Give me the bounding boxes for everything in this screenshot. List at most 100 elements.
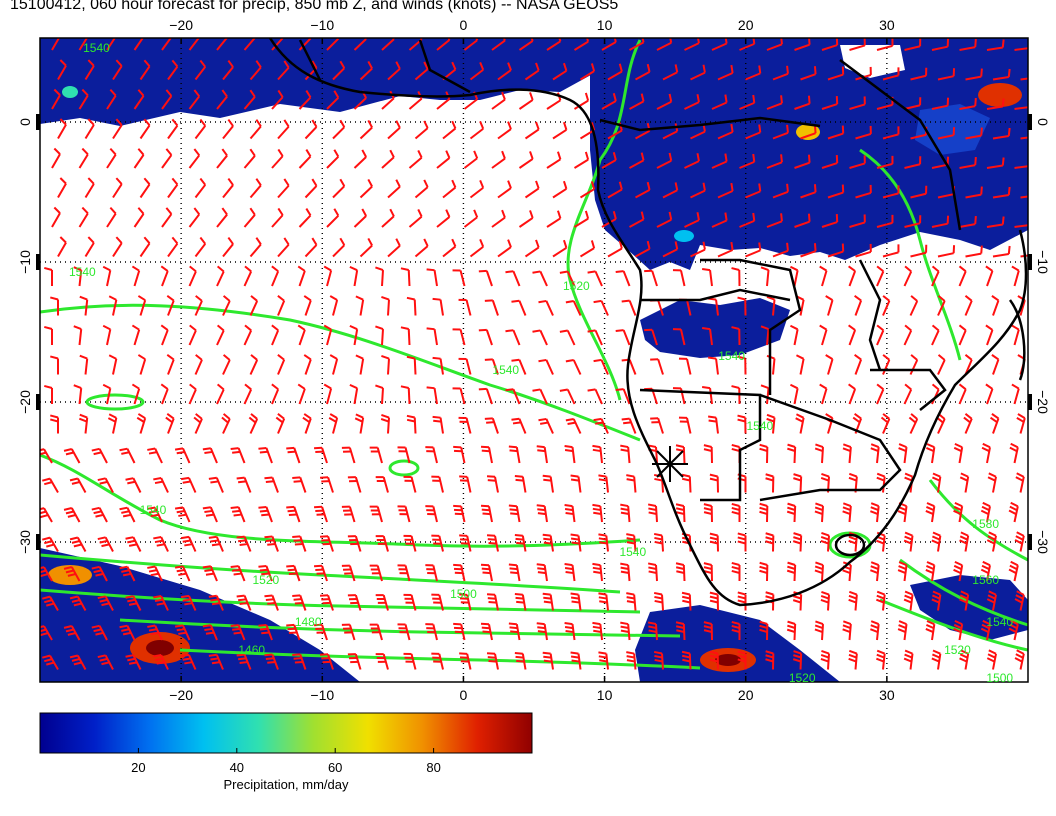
contour-line	[928, 479, 1028, 562]
wind-barb	[397, 623, 411, 641]
wind-barb	[615, 388, 631, 405]
wind-barb	[139, 118, 151, 140]
lon-tick-label-bottom: 10	[597, 687, 613, 703]
wind-barb	[991, 354, 1000, 375]
wind-barb	[108, 295, 118, 316]
wind-barb	[341, 623, 356, 641]
wind-barb	[931, 324, 940, 346]
wind-barb	[898, 443, 908, 464]
wind-barb	[787, 443, 797, 464]
wind-barb	[980, 501, 991, 523]
wind-barb	[992, 186, 1011, 199]
wind-barb	[1014, 590, 1025, 611]
wind-barb	[593, 358, 609, 375]
wind-barb	[731, 326, 741, 346]
wind-barb	[431, 534, 444, 552]
wind-barb	[353, 208, 367, 228]
wind-barb	[989, 413, 1000, 434]
wind-barb	[167, 236, 179, 258]
wind-barb	[870, 502, 880, 523]
lon-tick-label-top: 10	[597, 17, 613, 33]
wind-barb	[842, 502, 852, 523]
wind-barb	[406, 414, 417, 434]
wind-barb	[552, 121, 568, 140]
wind-barb	[709, 473, 719, 493]
wind-barb	[480, 622, 493, 641]
axes: −20 −20 −10 −10 0 0 10 10 20 20 30 30 0 0 −10 −10 −20 −20…	[17, 17, 1051, 703]
wind-barb	[653, 591, 664, 611]
wind-barb	[731, 385, 741, 405]
wind-barb	[314, 623, 328, 641]
wind-barb	[745, 65, 762, 81]
wind-barb	[297, 324, 306, 346]
wind-barb	[1020, 136, 1028, 140]
wind-barb	[243, 148, 256, 169]
contour-line	[899, 558, 1028, 627]
contour-label: 1540	[746, 419, 773, 433]
wind-barb	[131, 383, 141, 405]
precip-area	[635, 605, 840, 682]
wind-barb	[406, 296, 417, 316]
wind-barb	[486, 593, 499, 611]
wind-barb	[511, 299, 527, 316]
wind-barb	[842, 443, 852, 464]
wind-barb	[491, 209, 506, 228]
wind-barb	[855, 184, 872, 199]
wind-barb	[341, 446, 356, 464]
wind-barb	[908, 413, 919, 434]
wind-barb	[119, 624, 136, 641]
wind-barb	[167, 118, 179, 140]
contour-label: 1540	[986, 615, 1013, 629]
wind-barb	[505, 270, 521, 287]
wind-barb	[1020, 195, 1028, 199]
wind-barb	[354, 413, 365, 434]
wind-barb	[63, 625, 81, 641]
wind-barb	[795, 413, 805, 434]
wind-barb	[796, 354, 805, 375]
wind-barb	[986, 216, 1005, 228]
wind-barb	[387, 238, 401, 258]
wind-barb	[298, 38, 312, 51]
wind-barb	[84, 236, 95, 258]
wind-barb	[909, 354, 919, 375]
wind-barb	[570, 592, 582, 611]
wind-barb	[69, 536, 87, 552]
wind-barb	[264, 653, 279, 670]
wind-barb	[264, 476, 279, 493]
wind-barb	[1014, 531, 1025, 552]
wind-barb	[621, 299, 637, 316]
wind-barb	[387, 61, 401, 81]
wind-barb	[937, 295, 946, 316]
wind-barb	[202, 565, 218, 582]
wind-barb	[408, 149, 423, 169]
wind-barb	[518, 210, 534, 228]
wind-barb	[903, 324, 913, 346]
wind-barb	[167, 59, 179, 81]
wind-barb	[248, 413, 259, 434]
wind-barb	[355, 354, 365, 375]
wind-barb	[505, 388, 521, 405]
wind-barb	[511, 417, 527, 434]
wind-barb	[236, 594, 252, 611]
wind-barb	[359, 119, 373, 140]
contour-line	[40, 553, 621, 594]
wind-barb	[593, 299, 609, 316]
country-border	[858, 259, 882, 371]
wind-barb	[491, 150, 506, 169]
contour-label: 1500	[450, 587, 477, 601]
wind-barb	[249, 60, 262, 81]
wind-barb	[790, 324, 799, 346]
wind-barb	[40, 507, 53, 523]
wind-barb	[986, 590, 997, 611]
wind-barb	[431, 475, 444, 493]
wind-barb	[701, 327, 713, 346]
wind-barb	[243, 383, 253, 405]
wind-barb	[959, 98, 977, 110]
wind-barb	[542, 651, 554, 670]
wind-barb	[653, 650, 664, 670]
wind-barb	[579, 181, 596, 199]
wind-barb	[794, 213, 811, 228]
wind-barb	[821, 155, 839, 169]
wind-barb	[431, 652, 444, 670]
wind-barb	[453, 504, 466, 523]
